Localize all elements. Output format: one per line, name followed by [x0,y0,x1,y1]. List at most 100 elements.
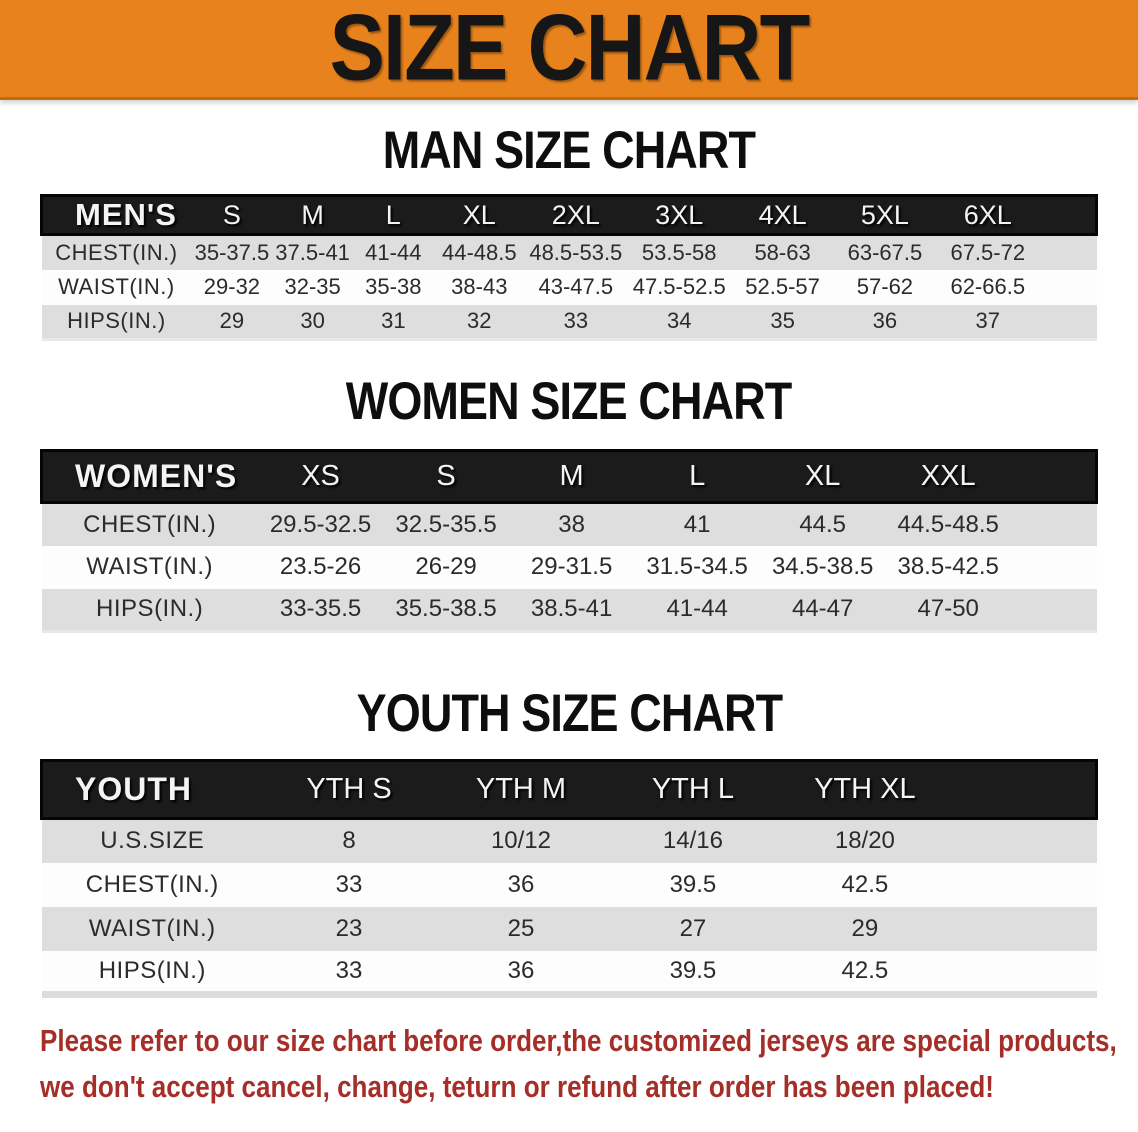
youth-size-table: YOUTH YTH S YTH M YTH L YTH XL U.S.SIZE … [40,759,1098,998]
size-cell: 10/12 [435,818,607,863]
men-col-header: XL [433,194,525,236]
size-cell: 33 [524,304,627,340]
filler-cell [1039,304,1097,340]
size-cell: 33-35.5 [257,588,384,632]
filler-cell [950,950,1097,995]
size-cell: 43-47.5 [524,269,627,305]
filler-cell [950,818,1097,863]
size-cell: 29.5-32.5 [257,502,384,546]
size-cell: 23 [263,906,435,951]
size-cell: 31.5-34.5 [634,545,760,589]
filler-cell [950,862,1097,907]
size-cell: 35-38 [352,269,434,305]
size-cell: 34.5-38.5 [759,545,886,589]
row-label: HIPS(IN.) [41,304,192,340]
women-col-header: XL [759,449,886,504]
size-cell: 32-35 [272,269,353,305]
size-cell: 38-43 [433,269,525,305]
size-cell: 36 [833,304,937,340]
youth-table-corner-label: YOUTH [40,759,264,820]
size-cell: 47-50 [885,588,1011,632]
women-col-header: M [508,449,635,504]
man-section-heading: MAN SIZE CHART [0,123,1138,178]
size-cell: 44.5-48.5 [885,502,1011,546]
size-cell: 52.5-57 [731,269,834,305]
disclaimer: Please refer to our size chart before or… [40,1018,1124,1110]
men-size-table: MEN'S S M L XL 2XL 3XL 4XL 5XL 6XL CHEST… [40,194,1099,341]
size-cell: 38 [508,502,635,546]
size-cell: 38.5-41 [508,588,635,632]
filler-cell [1039,234,1097,270]
banner-title: SIZE CHART [329,0,811,101]
size-cell: 44-47 [759,588,886,632]
youth-section-heading-text: YOUTH SIZE CHART [356,683,783,743]
size-cell: 29 [191,304,273,340]
size-cell: 26-29 [383,545,509,589]
youth-col-header: YTH XL [778,759,951,820]
size-cell: 29-31.5 [508,545,635,589]
size-cell: 14/16 [606,818,779,863]
youth-col-header: YTH S [263,759,435,820]
banner: SIZE CHART [0,0,1138,100]
size-cell: 62-66.5 [936,269,1040,305]
size-cell: 31 [352,304,434,340]
row-label: CHEST(IN.) [41,502,258,546]
size-cell: 25 [435,906,607,951]
youth-ussize-row: U.S.SIZE 8 10/12 14/16 18/20 [41,818,1097,863]
youth-hips-row: HIPS(IN.) 33 36 39.5 42.5 [41,950,1097,995]
size-cell: 36 [435,862,607,907]
youth-col-header: YTH M [435,759,607,820]
size-cell: 35-37.5 [191,234,273,270]
row-label: WAIST(IN.) [41,545,258,589]
row-label: CHEST(IN.) [41,862,264,907]
size-cell: 37.5-41 [272,234,353,270]
filler-cell [1010,449,1098,504]
youth-waist-row: WAIST(IN.) 23 25 27 29 [41,906,1097,951]
women-col-header: XXL [885,449,1011,504]
size-cell: 42.5 [778,862,951,907]
size-cell: 67.5-72 [936,234,1040,270]
women-section-heading: WOMEN SIZE CHART [0,371,1138,431]
men-col-header: 2XL [524,194,627,236]
men-waist-row: WAIST(IN.) 29-32 32-35 35-38 38-43 43-47… [41,269,1097,305]
size-cell: 57-62 [833,269,937,305]
men-col-header: 4XL [731,194,834,236]
women-size-table: WOMEN'S XS S M L XL XXL CHEST(IN.) 29.5-… [39,449,1098,633]
filler-cell [1039,194,1099,236]
size-cell: 33 [263,862,435,907]
row-label: HIPS(IN.) [41,950,264,995]
women-col-header: L [634,449,760,504]
youth-section-heading: YOUTH SIZE CHART [0,683,1138,743]
men-col-header: 5XL [833,194,937,236]
size-cell: 35.5-38.5 [383,588,509,632]
size-cell: 41-44 [352,234,434,270]
size-cell: 41-44 [634,588,760,632]
filler-cell [950,906,1097,951]
women-table-corner-label: WOMEN'S [39,449,258,504]
men-col-header: 6XL [936,194,1040,236]
size-cell: 23.5-26 [257,545,384,589]
size-cell: 53.5-58 [626,234,732,270]
row-label: WAIST(IN.) [41,269,192,305]
size-cell: 29 [778,906,951,951]
disclaimer-line-2: we don't accept cancel, change, teturn o… [40,1069,994,1104]
size-cell: 36 [435,950,607,995]
filler-cell [1039,269,1097,305]
size-cell: 39.5 [606,862,779,907]
row-label: HIPS(IN.) [41,588,258,632]
women-chest-row: CHEST(IN.) 29.5-32.5 32.5-35.5 38 41 44.… [41,502,1097,546]
size-cell: 44-48.5 [433,234,525,270]
size-cell: 48.5-53.5 [524,234,627,270]
youth-col-header: YTH L [606,759,779,820]
women-col-header: XS [257,449,384,504]
size-cell: 37 [936,304,1040,340]
size-cell: 34 [626,304,732,340]
size-cell: 42.5 [778,950,951,995]
size-cell: 32.5-35.5 [383,502,509,546]
size-cell: 44.5 [759,502,886,546]
women-section-heading-text: WOMEN SIZE CHART [346,371,792,431]
size-cell: 47.5-52.5 [626,269,732,305]
women-waist-row: WAIST(IN.) 23.5-26 26-29 29-31.5 31.5-34… [41,545,1097,589]
women-table-header-row: WOMEN'S XS S M L XL XXL [39,449,1098,504]
